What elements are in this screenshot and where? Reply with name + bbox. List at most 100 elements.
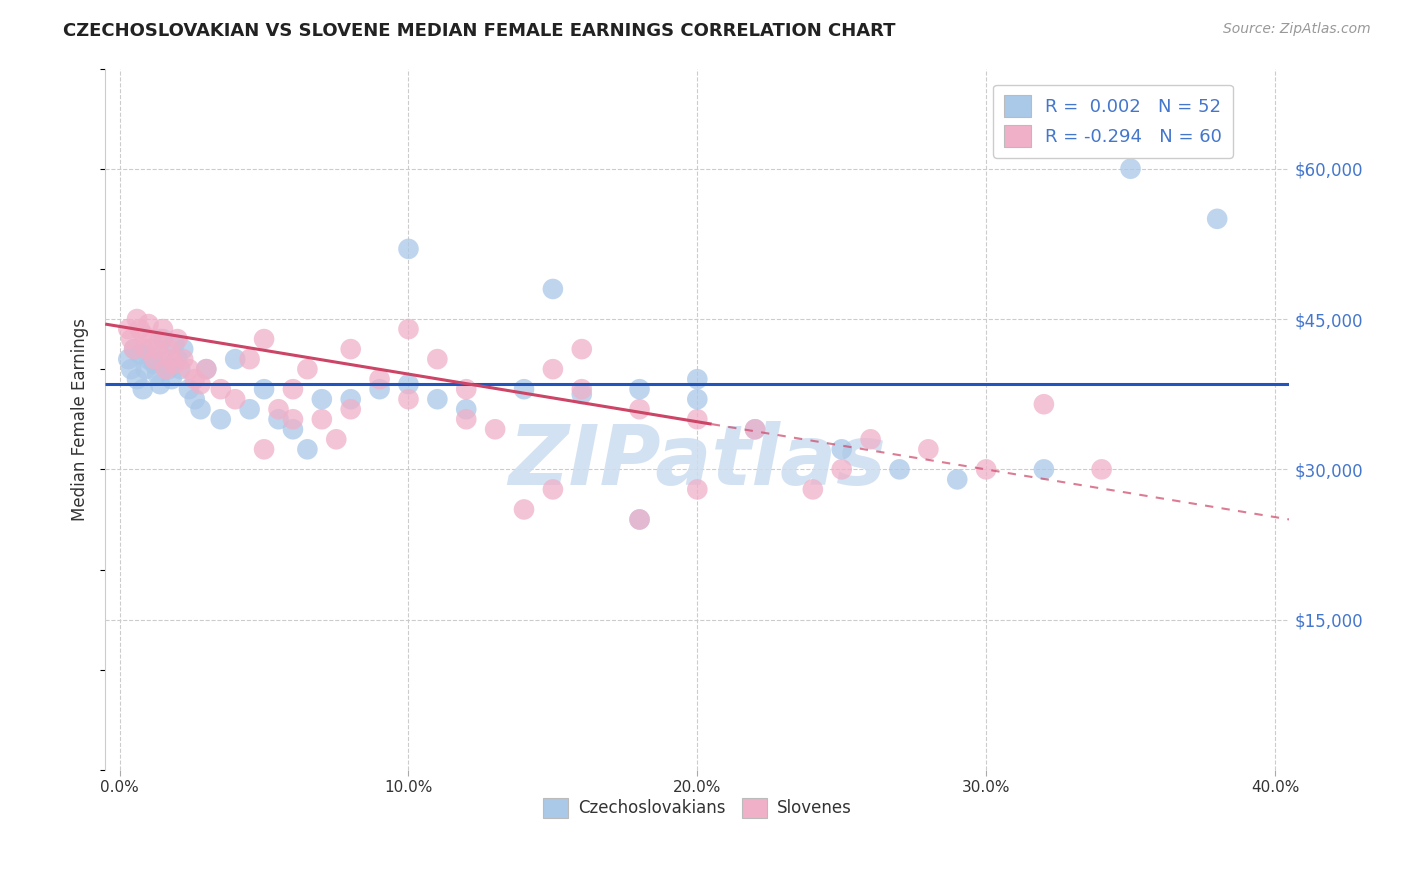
Point xyxy=(128,322,150,336)
Point xyxy=(195,362,218,376)
Point xyxy=(1206,211,1229,226)
Point xyxy=(132,327,155,342)
Point xyxy=(281,412,304,426)
Point xyxy=(398,392,420,407)
Point xyxy=(686,483,709,497)
Point xyxy=(456,402,478,417)
Point xyxy=(889,462,911,476)
Point xyxy=(195,362,218,376)
Point xyxy=(513,382,536,396)
Point xyxy=(152,332,174,346)
Point xyxy=(184,392,207,407)
Point xyxy=(541,362,564,376)
Text: Source: ZipAtlas.com: Source: ZipAtlas.com xyxy=(1223,22,1371,37)
Point xyxy=(157,342,180,356)
Point xyxy=(281,382,304,396)
Point xyxy=(744,422,766,436)
Y-axis label: Median Female Earnings: Median Female Earnings xyxy=(72,318,89,521)
Point xyxy=(426,392,449,407)
Point xyxy=(138,352,160,367)
Legend: Czechoslovakians, Slovenes: Czechoslovakians, Slovenes xyxy=(536,791,859,825)
Point xyxy=(172,352,194,367)
Point xyxy=(172,342,194,356)
Point xyxy=(1119,161,1142,176)
Point xyxy=(141,342,163,356)
Point xyxy=(160,352,183,367)
Point xyxy=(224,352,246,367)
Point xyxy=(368,372,391,386)
Point xyxy=(281,422,304,436)
Point xyxy=(398,242,420,256)
Point xyxy=(135,342,157,356)
Point xyxy=(149,332,172,346)
Point xyxy=(339,392,361,407)
Point xyxy=(628,382,651,396)
Point xyxy=(253,382,276,396)
Point xyxy=(831,442,853,457)
Point xyxy=(209,412,232,426)
Point xyxy=(946,472,969,486)
Point xyxy=(141,332,163,346)
Point xyxy=(138,317,160,331)
Point xyxy=(143,352,166,367)
Point xyxy=(120,362,142,376)
Point xyxy=(571,382,593,396)
Point xyxy=(325,432,347,446)
Point xyxy=(974,462,997,476)
Point xyxy=(155,362,177,376)
Point xyxy=(541,483,564,497)
Point xyxy=(125,312,148,326)
Point xyxy=(117,322,139,336)
Point xyxy=(267,412,290,426)
Point xyxy=(311,412,333,426)
Point xyxy=(1032,397,1054,411)
Point xyxy=(426,352,449,367)
Point xyxy=(239,352,262,367)
Point xyxy=(122,342,145,356)
Point xyxy=(132,382,155,396)
Point xyxy=(628,402,651,417)
Point xyxy=(224,392,246,407)
Point xyxy=(117,352,139,367)
Point xyxy=(456,382,478,396)
Point xyxy=(125,372,148,386)
Point xyxy=(163,357,186,371)
Point xyxy=(571,342,593,356)
Point xyxy=(157,362,180,376)
Point xyxy=(398,322,420,336)
Point xyxy=(398,377,420,392)
Point xyxy=(297,442,319,457)
Point xyxy=(311,392,333,407)
Point xyxy=(686,372,709,386)
Point xyxy=(368,382,391,396)
Point xyxy=(166,352,188,367)
Point xyxy=(120,332,142,346)
Point xyxy=(339,402,361,417)
Point xyxy=(571,387,593,401)
Point xyxy=(801,483,824,497)
Point xyxy=(484,422,506,436)
Text: ZIPatlas: ZIPatlas xyxy=(509,421,886,502)
Point xyxy=(146,342,169,356)
Point xyxy=(177,362,200,376)
Point xyxy=(628,512,651,526)
Point xyxy=(169,362,191,376)
Point xyxy=(831,462,853,476)
Point xyxy=(239,402,262,417)
Point xyxy=(628,512,651,526)
Point xyxy=(163,337,186,351)
Point xyxy=(253,442,276,457)
Point xyxy=(149,377,172,392)
Point xyxy=(541,282,564,296)
Point xyxy=(686,412,709,426)
Point xyxy=(253,332,276,346)
Point xyxy=(190,377,212,392)
Point xyxy=(184,372,207,386)
Point xyxy=(128,347,150,361)
Point xyxy=(143,357,166,371)
Point xyxy=(456,412,478,426)
Point xyxy=(152,322,174,336)
Point xyxy=(166,332,188,346)
Point xyxy=(917,442,939,457)
Point xyxy=(267,402,290,417)
